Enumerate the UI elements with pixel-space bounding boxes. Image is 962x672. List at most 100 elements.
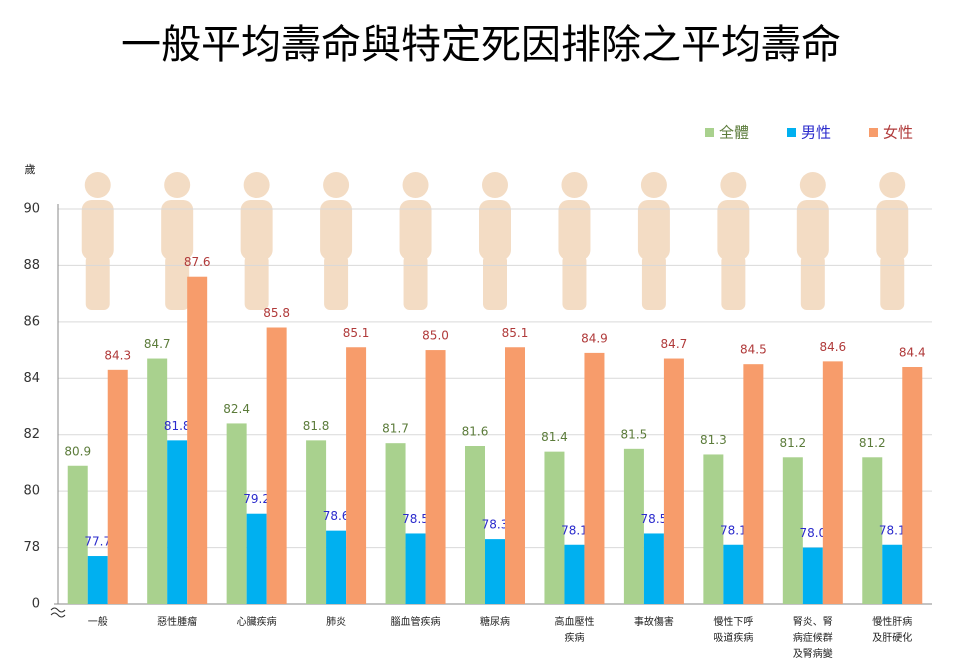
bar [703, 454, 724, 604]
legend-label: 女性 [883, 124, 913, 142]
x-tick-label: 事故傷害 [634, 615, 674, 628]
y-tick-label: 84 [23, 371, 40, 386]
figure-legs [403, 255, 428, 310]
figure-body [320, 200, 353, 260]
value-label: 81.2 [779, 436, 806, 450]
value-label: 85.0 [422, 329, 449, 343]
value-label: 80.9 [64, 444, 91, 458]
value-label: 85.1 [502, 326, 529, 340]
bar [266, 327, 287, 604]
value-label: 81.3 [700, 433, 727, 447]
figure-legs [800, 255, 825, 310]
bar [425, 350, 446, 604]
bar [167, 440, 188, 604]
bar [187, 276, 208, 604]
value-label: 78.5 [402, 512, 429, 526]
figure-head [402, 172, 429, 198]
bar [505, 347, 525, 604]
bar [822, 361, 843, 604]
bar [623, 448, 644, 604]
value-label: 78.1 [561, 523, 588, 537]
bar [643, 533, 664, 604]
bar [902, 367, 923, 604]
bar [485, 539, 505, 604]
value-label: 84.3 [104, 348, 131, 362]
figure-legs [483, 255, 507, 310]
figure-body [717, 200, 750, 260]
value-label: 84.6 [819, 340, 846, 354]
figure-body [479, 200, 511, 260]
value-label: 79.2 [243, 492, 270, 506]
figure-head [799, 172, 826, 198]
value-label: 78.3 [482, 518, 509, 532]
figure-legs [244, 255, 269, 310]
figure-head [482, 172, 508, 198]
chart-title: 一般平均壽命與特定死因排除之平均壽命 [121, 22, 841, 68]
x-tick-label: 高血壓性疾病 [554, 615, 594, 644]
figure-head [640, 172, 667, 198]
value-label: 84.4 [899, 346, 926, 360]
bar [326, 530, 347, 604]
bar [346, 347, 367, 604]
bar [802, 547, 823, 604]
bar [246, 513, 267, 604]
figures [81, 172, 909, 310]
x-tick-label: 心臟疾病 [237, 615, 277, 628]
figure-head [879, 172, 906, 198]
bar [544, 451, 565, 604]
y-axis-label: 歲 [25, 162, 36, 176]
bar [385, 443, 406, 604]
figure-head [720, 172, 747, 198]
figure-legs [562, 255, 587, 310]
figure-body [240, 200, 273, 260]
y-tick-label: 90 [23, 202, 40, 217]
y-tick-label: 86 [23, 314, 40, 329]
axis-break-bg [50, 606, 66, 618]
bar [405, 533, 426, 604]
value-label: 78.1 [879, 523, 906, 537]
y-tick-label: 0 [32, 597, 40, 612]
x-tick-label: 腎炎、腎病症候群及腎病變 [793, 616, 833, 660]
x-tick-label: 慢性下呼吸道疾病 [713, 615, 753, 644]
figure-body [637, 200, 670, 260]
bar [743, 364, 764, 604]
value-label: 77.7 [84, 535, 111, 549]
bar [67, 465, 88, 604]
value-label: 78.6 [323, 509, 350, 523]
x-tick-label: 慢性肝病及肝硬化 [872, 615, 912, 644]
figure-body [161, 200, 194, 260]
legend-label: 全體 [719, 124, 749, 142]
bar [723, 544, 744, 604]
figure-body [81, 200, 114, 260]
bar [107, 369, 128, 604]
value-label: 81.2 [859, 436, 886, 450]
value-label: 84.5 [740, 343, 767, 357]
value-label: 81.8 [164, 419, 191, 433]
value-label: 85.1 [343, 326, 370, 340]
figure-head [243, 172, 270, 198]
x-tick-label: 腦血管疾病 [391, 615, 441, 628]
y-tick-label: 80 [23, 484, 40, 499]
figure-legs [324, 255, 349, 310]
figure-legs [165, 255, 190, 310]
figure-head [84, 172, 111, 198]
value-label: 84.7 [661, 337, 688, 351]
bar [862, 457, 883, 604]
bar [226, 423, 247, 604]
legend-swatch [705, 128, 714, 137]
legend-swatch [869, 128, 878, 137]
axis-break [50, 607, 66, 618]
y-tick-label: 78 [23, 540, 40, 555]
figure-legs [641, 255, 666, 310]
figure-head [323, 172, 350, 198]
bar [147, 358, 168, 604]
figure-legs [721, 255, 746, 310]
bar [584, 352, 605, 604]
figure-body [558, 200, 591, 260]
value-label: 81.8 [303, 419, 330, 433]
value-label: 78.1 [720, 523, 747, 537]
value-label: 87.6 [184, 255, 211, 269]
x-tick-label: 糖尿病 [480, 615, 510, 628]
value-label: 78.0 [799, 526, 826, 540]
